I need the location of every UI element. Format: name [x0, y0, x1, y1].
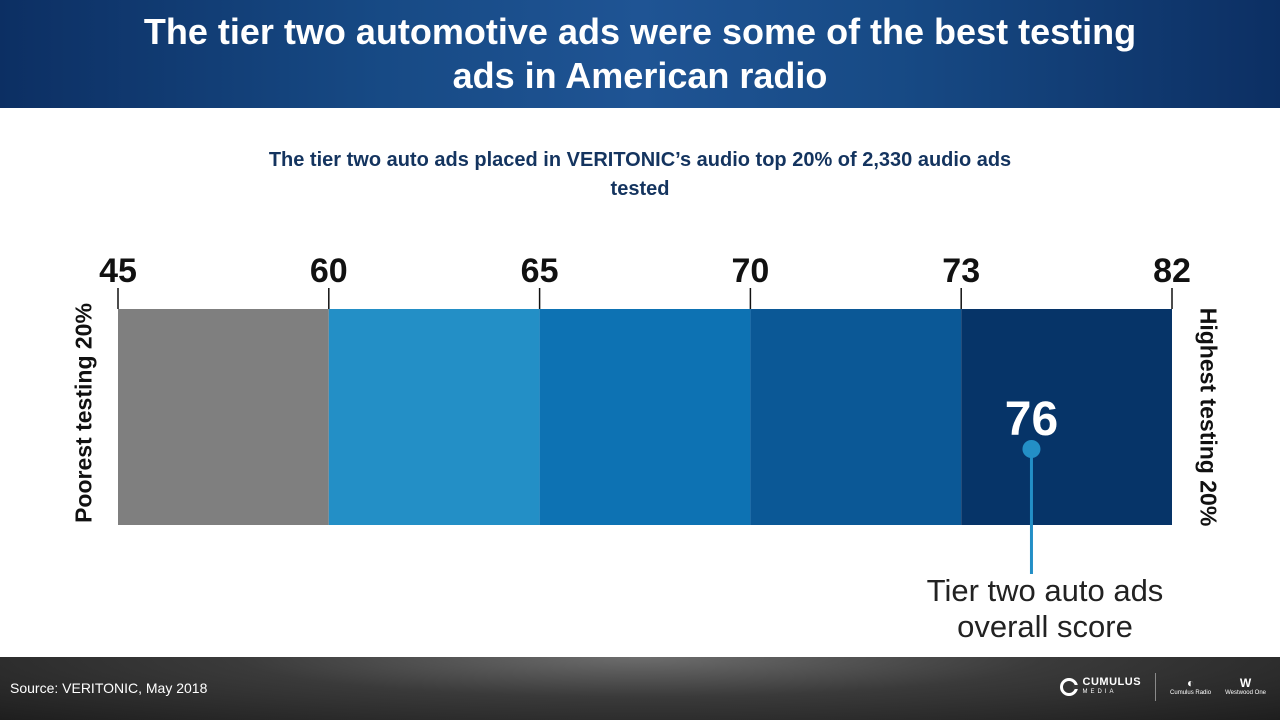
cumulus-radio-logo: ◐ Cumulus Radio — [1170, 677, 1211, 697]
logo-divider — [1155, 673, 1157, 701]
bar-segment-1 — [328, 309, 540, 525]
cumulus-c-icon — [1059, 678, 1078, 696]
radio-logo-text: Cumulus Radio — [1170, 690, 1212, 696]
tick-label-5: 82 — [1153, 252, 1191, 290]
tick-label-4: 73 — [942, 252, 980, 290]
westwood-logo-icon: W — [1239, 676, 1252, 690]
page-title: The tier two automotive ads were some of… — [143, 11, 1137, 96]
marker-dot — [1022, 440, 1041, 458]
bar-segment-3 — [750, 309, 962, 525]
westwood-one-logo: W Westwood One — [1225, 677, 1266, 697]
westwood-logo-text: Westwood One — [1225, 690, 1266, 696]
bar-segment-2 — [539, 309, 751, 525]
marker-value-label: 76 — [1005, 393, 1058, 446]
right-axis-label: Highest testing 20% — [1195, 307, 1222, 527]
footer-logos: CUMULUS MEDIA ◐ Cumulus Radio W Westwood… — [1059, 673, 1266, 701]
cumulus-logo: CUMULUS MEDIA — [1059, 676, 1142, 697]
tick-label-0: 45 — [99, 252, 137, 290]
bar-segment-4 — [961, 309, 1172, 525]
marker-annotation: Tier two auto ads overall score — [926, 573, 1164, 644]
cumulus-logo-sub: MEDIA — [1082, 689, 1117, 695]
tick-label-2: 65 — [521, 252, 559, 290]
radio-logo-icon: ◐ — [1186, 676, 1195, 690]
title-banner: The tier two automotive ads were some of… — [0, 0, 1280, 108]
tick-label-3: 70 — [731, 252, 769, 290]
bar-segment-0 — [118, 309, 329, 525]
left-axis-label: Poorest testing 20% — [70, 303, 97, 523]
cumulus-logo-name: CUMULUS — [1082, 676, 1142, 688]
tick-label-1: 60 — [310, 252, 348, 290]
footer-bar: Source: VERITONIC, May 2018 CUMULUS MEDI… — [0, 657, 1280, 720]
source-note: Source: VERITONIC, May 2018 — [10, 680, 208, 696]
chart-subtitle: The tier two auto ads placed in VERITONI… — [268, 149, 1012, 200]
